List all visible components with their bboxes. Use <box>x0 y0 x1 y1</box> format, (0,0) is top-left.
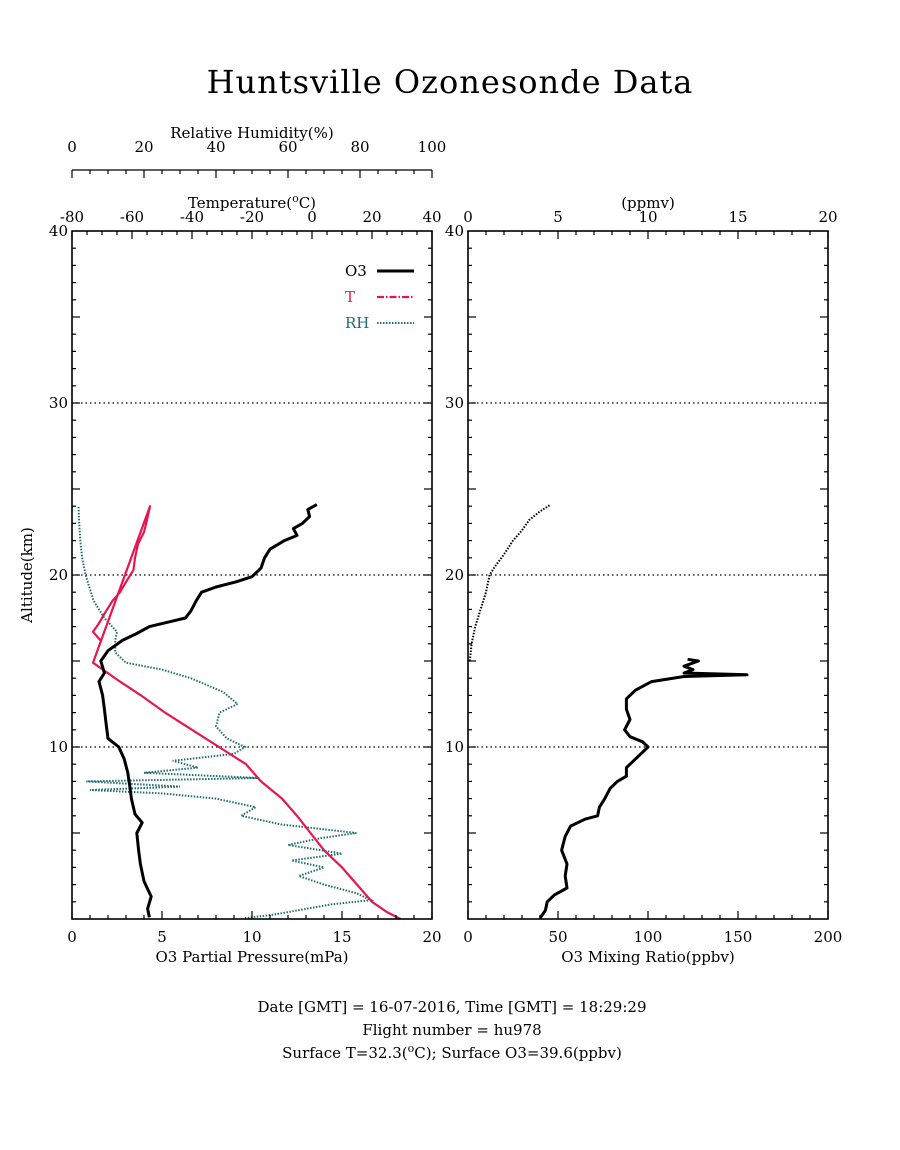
o3-pressure-axis-title: O3 Partial Pressure(mPa) <box>155 948 348 966</box>
footer-surface-values: Surface T=32.3(oC); Surface O3=39.6(ppbv… <box>282 1042 622 1062</box>
temperature-line <box>91 505 402 920</box>
right-ytick-label: 40 <box>445 222 464 240</box>
temperature-axis-title: Temperature(oC) <box>188 192 316 212</box>
temperature-xtick-label: -40 <box>180 208 204 226</box>
left-ytick-label: 10 <box>49 738 68 756</box>
footer-date-time: Date [GMT] = 16-07-2016, Time [GMT] = 18… <box>257 998 646 1016</box>
o3-pressure-xtick-label: 0 <box>67 928 77 946</box>
mixing-ratio-xtick-label: 150 <box>724 928 753 946</box>
temperature-xtick-label: 20 <box>362 208 381 226</box>
o3-pressure-xtick-label: 5 <box>157 928 167 946</box>
temperature-xtick-label: -80 <box>60 208 84 226</box>
o3-pressure-xtick-label: 20 <box>422 928 441 946</box>
chart-title: Huntsville Ozonesonde Data <box>207 63 694 101</box>
o3-mixing-ratio-line <box>538 657 749 919</box>
legend-relative-humidity-label: RH <box>345 314 369 332</box>
left-ytick-label: 30 <box>49 394 68 412</box>
o3-pressure-xtick-label: 15 <box>332 928 351 946</box>
ppmv-axis-title: (ppmv) <box>621 194 675 212</box>
temperature-xtick-label: -60 <box>120 208 144 226</box>
mixing-ratio-axis-title: O3 Mixing Ratio(ppbv) <box>561 948 734 966</box>
temperature-xtick-label: -20 <box>240 208 264 226</box>
right-ytick-label: 30 <box>445 394 464 412</box>
footer-flight-number: Flight number = hu978 <box>362 1021 541 1039</box>
ppmv-xtick-label: 5 <box>553 208 563 226</box>
rh-xtick-label: 40 <box>206 138 225 156</box>
o3-pressure-xtick-label: 10 <box>242 928 261 946</box>
relative-humidity-line <box>77 506 375 920</box>
left-panel: 10 20 30 40 0 5 10 15 20 -80 -60 -40 -20 0 20 40 0 20 40 60… <box>18 124 446 966</box>
legend-o3-label: O3 <box>345 262 367 280</box>
left-ytick-label: 20 <box>49 566 68 584</box>
left-ytick-label: 40 <box>49 222 68 240</box>
temperature-xtick-label: 0 <box>307 208 317 226</box>
rh-xtick-label: 60 <box>278 138 297 156</box>
o3-mixing-ratio-upper-line <box>468 503 552 662</box>
rh-xtick-label: 100 <box>418 138 447 156</box>
o3-partial-pressure-line <box>97 503 318 918</box>
altitude-axis-title: Altitude(km) <box>18 527 36 624</box>
rh-axis-title: Relative Humidity(%) <box>170 124 333 142</box>
mixing-ratio-xtick-label: 100 <box>634 928 663 946</box>
ppmv-xtick-label: 0 <box>463 208 473 226</box>
rh-xtick-label: 80 <box>350 138 369 156</box>
rh-xtick-label: 0 <box>67 138 77 156</box>
ppmv-xtick-label: 15 <box>728 208 747 226</box>
rh-xtick-label: 20 <box>134 138 153 156</box>
right-ytick-label: 20 <box>445 566 464 584</box>
mixing-ratio-xtick-label: 50 <box>548 928 567 946</box>
mixing-ratio-xtick-label: 200 <box>814 928 843 946</box>
ppmv-xtick-label: 20 <box>818 208 837 226</box>
right-ytick-label: 10 <box>445 738 464 756</box>
mixing-ratio-xtick-label: 0 <box>463 928 473 946</box>
temperature-xtick-label: 40 <box>422 208 441 226</box>
ppmv-xtick-label: 10 <box>638 208 657 226</box>
legend-temperature-label: T <box>345 288 355 306</box>
